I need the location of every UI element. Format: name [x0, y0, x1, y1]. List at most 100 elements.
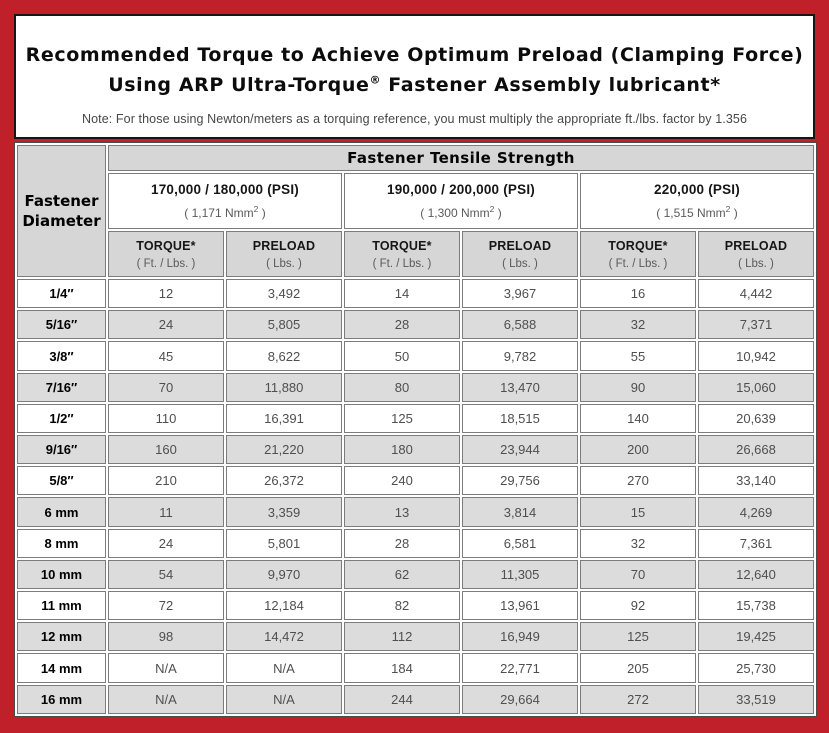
- value-cell: 184: [344, 653, 460, 683]
- table-row: 12 mm 98 14,472 112 16,949 125 19,425: [17, 622, 814, 652]
- value-cell: 70: [108, 372, 224, 402]
- psi-group-title: 190,000 / 200,000 (PSI): [387, 182, 535, 197]
- value-cell: 9,782: [462, 341, 578, 371]
- value-cell: 16: [580, 279, 696, 309]
- value-cell: 28: [344, 310, 460, 340]
- value-cell: 13,470: [462, 372, 578, 402]
- value-cell: 3,814: [462, 497, 578, 527]
- value-cell: 33,140: [698, 466, 814, 496]
- value-cell: 125: [580, 622, 696, 652]
- table-row: 7/16″ 70 11,880 80 13,470 90 15,060: [17, 372, 814, 402]
- value-cell: 24: [108, 310, 224, 340]
- value-cell: 3,967: [462, 279, 578, 309]
- torque-table-body: 1/4″ 12 3,492 14 3,967 16 4,442 5/16″ 24 5,805 28 6…: [17, 279, 814, 714]
- value-cell: 82: [344, 591, 460, 621]
- fastener-diameter-cell: 11 mm: [17, 591, 106, 621]
- table-row: 1/4″ 12 3,492 14 3,967 16 4,442: [17, 279, 814, 309]
- value-cell: 210: [108, 466, 224, 496]
- value-cell: 16,949: [462, 622, 578, 652]
- value-cell: 32: [580, 310, 696, 340]
- value-cell: 12,184: [226, 591, 342, 621]
- table-row: 10 mm 54 9,970 62 11,305 70 12,640: [17, 559, 814, 590]
- psi-group-190-200: 190,000 / 200,000 (PSI) ( 1,300 Nmm2 ): [344, 173, 578, 229]
- psi-group-title: 220,000 (PSI): [654, 182, 740, 197]
- value-cell: 240: [344, 466, 460, 496]
- table-row: 11 mm 72 12,184 82 13,961 92 15,738: [17, 591, 814, 621]
- page-title-line2: Using ARP Ultra-Torque® Fastener Assembl…: [16, 70, 813, 100]
- psi-group-title: 170,000 / 180,000 (PSI): [151, 182, 299, 197]
- value-cell: 6,581: [462, 528, 578, 558]
- value-cell: 4,269: [698, 497, 814, 527]
- value-cell: 11: [108, 497, 224, 527]
- value-cell: 12: [108, 279, 224, 309]
- value-cell: 7,361: [698, 528, 814, 558]
- value-cell: 26,372: [226, 466, 342, 496]
- preload-column-header: PRELOAD( Lbs. ): [226, 231, 342, 277]
- value-cell: 112: [344, 622, 460, 652]
- value-cell: 55: [580, 341, 696, 371]
- value-cell: 200: [580, 435, 696, 465]
- value-cell: N/A: [226, 653, 342, 683]
- table-row: 1/2″ 110 16,391 125 18,515 140 20,639: [17, 403, 814, 434]
- preload-column-header: PRELOAD( Lbs. ): [698, 231, 814, 277]
- table-row: 16 mm N/A N/A 244 29,664 272 33,519: [17, 684, 814, 714]
- psi-group-nmm: ( 1,171 Nmm2 ): [184, 204, 266, 220]
- fastener-diameter-cell: 8 mm: [17, 528, 106, 558]
- psi-group-220: 220,000 (PSI) ( 1,515 Nmm2 ): [580, 173, 814, 229]
- registered-trademark-symbol: ®: [369, 74, 382, 88]
- page-title-line1: Recommended Torque to Achieve Optimum Pr…: [25, 44, 804, 66]
- value-cell: N/A: [108, 684, 224, 714]
- value-cell: 22,771: [462, 653, 578, 683]
- table-row: 5/16″ 24 5,805 28 6,588 32 7,371: [17, 310, 814, 340]
- value-cell: 5,805: [226, 310, 342, 340]
- value-cell: 11,305: [462, 559, 578, 590]
- value-cell: 9,970: [226, 559, 342, 590]
- fastener-diameter-cell: 12 mm: [17, 622, 106, 652]
- value-cell: 26,668: [698, 435, 814, 465]
- torque-column-header: TORQUE*( Ft. / Lbs. ): [344, 231, 460, 277]
- value-cell: 3,492: [226, 279, 342, 309]
- value-cell: 80: [344, 372, 460, 402]
- table-row: 9/16″ 160 21,220 180 23,944 200 26,668: [17, 435, 814, 465]
- fastener-diameter-cell: 5/8″: [17, 466, 106, 496]
- value-cell: 50: [344, 341, 460, 371]
- title-line2-text: Using ARP Ultra-Torque: [108, 74, 370, 97]
- value-cell: 25,730: [698, 653, 814, 683]
- fastener-diameter-cell: 10 mm: [17, 559, 106, 590]
- table-row: 6 mm 11 3,359 13 3,814 15 4,269: [17, 497, 814, 527]
- column-header-row: TORQUE*( Ft. / Lbs. ) PRELOAD( Lbs. ) TO…: [17, 231, 814, 277]
- value-cell: 28: [344, 528, 460, 558]
- fastener-diameter-cell: 16 mm: [17, 684, 106, 714]
- title-box: Recommended Torque to Achieve Optimum Pr…: [14, 14, 815, 139]
- value-cell: N/A: [226, 684, 342, 714]
- value-cell: 180: [344, 435, 460, 465]
- fastener-diameter-cell: 6 mm: [17, 497, 106, 527]
- value-cell: 14,472: [226, 622, 342, 652]
- value-cell: 244: [344, 684, 460, 714]
- value-cell: 140: [580, 403, 696, 434]
- value-cell: 272: [580, 684, 696, 714]
- value-cell: 33,519: [698, 684, 814, 714]
- fastener-diameter-cell: 14 mm: [17, 653, 106, 683]
- torque-column-header: TORQUE*( Ft. / Lbs. ): [580, 231, 696, 277]
- value-cell: 3,359: [226, 497, 342, 527]
- title-line2-suffix: Fastener Assembly lubricant*: [381, 74, 721, 97]
- table-row: 5/8″ 210 26,372 240 29,756 270 33,140: [17, 466, 814, 496]
- value-cell: 110: [108, 403, 224, 434]
- table-row: 8 mm 24 5,801 28 6,581 32 7,361: [17, 528, 814, 558]
- value-cell: 18,515: [462, 403, 578, 434]
- fastener-diameter-cell: 1/2″: [17, 403, 106, 434]
- value-cell: 15,738: [698, 591, 814, 621]
- fastener-diameter-cell: 3/8″: [17, 341, 106, 371]
- value-cell: 160: [108, 435, 224, 465]
- psi-group-header-row: 170,000 / 180,000 (PSI) ( 1,171 Nmm2 ) 1…: [17, 173, 814, 229]
- torque-table: Fastener Diameter Fastener Tensile Stren…: [14, 142, 817, 717]
- content-area: Recommended Torque to Achieve Optimum Pr…: [14, 14, 817, 719]
- value-cell: 15,060: [698, 372, 814, 402]
- value-cell: 70: [580, 559, 696, 590]
- value-cell: 90: [580, 372, 696, 402]
- value-cell: N/A: [108, 653, 224, 683]
- tensile-strength-header: Fastener Tensile Strength: [108, 145, 814, 171]
- value-cell: 14: [344, 279, 460, 309]
